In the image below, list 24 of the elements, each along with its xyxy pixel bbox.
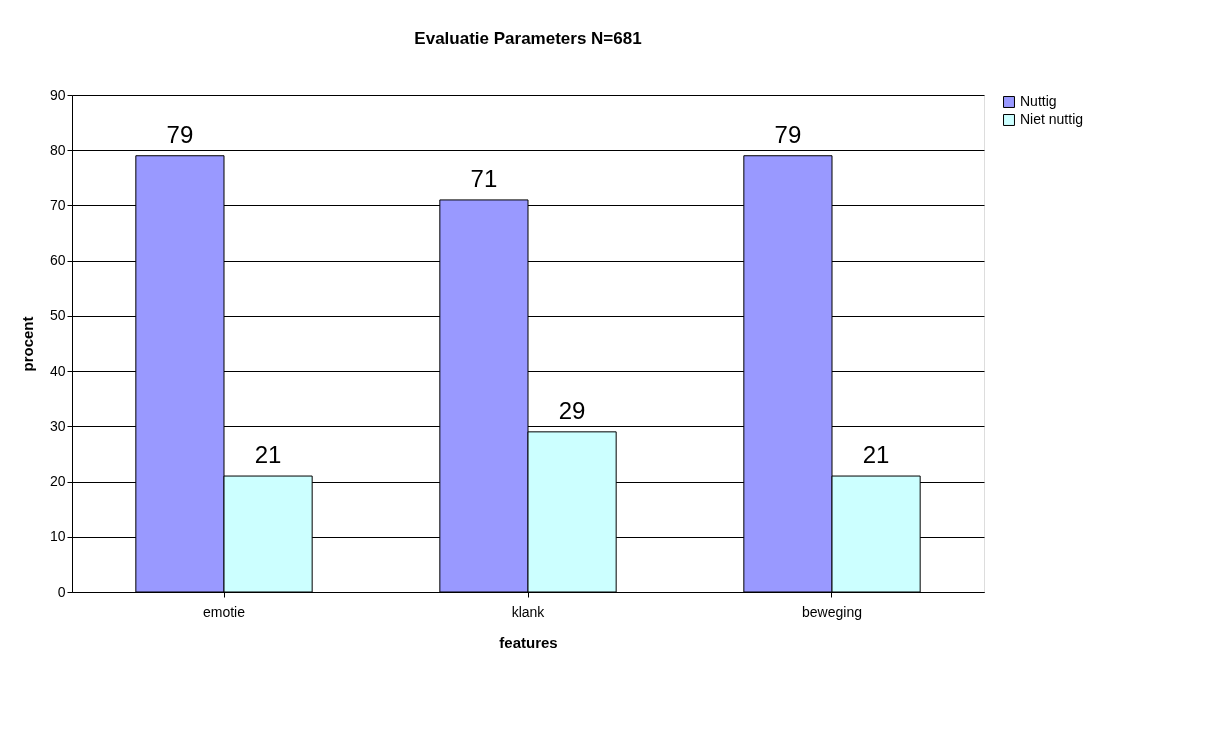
y-axis-title: procent (18, 316, 36, 372)
data-label: 71 (470, 164, 498, 192)
data-label: 29 (558, 396, 586, 424)
data-label: 21 (254, 441, 282, 469)
y-tick-label: 10 (49, 528, 66, 545)
y-tick-label: 60 (49, 252, 66, 269)
x-tick-label: klank (511, 603, 546, 620)
legend-label: Niet nuttig (1020, 111, 1084, 127)
y-tick-label: 30 (49, 417, 66, 434)
y-tick-label: 90 (49, 86, 66, 103)
data-label: 21 (862, 441, 890, 469)
y-tick-label: 40 (49, 362, 66, 379)
y-tick-label: 20 (49, 473, 66, 490)
x-tick-label: emotie (202, 603, 246, 620)
chart-title: Evaluatie Parameters N=681 (414, 29, 642, 48)
data-label: 79 (774, 120, 802, 148)
x-tick-label: beweging (802, 603, 862, 620)
y-tick-label: 80 (49, 141, 66, 158)
data-label: 79 (166, 120, 194, 148)
y-tick-label: 70 (49, 196, 66, 213)
legend-label: Nuttig (1020, 93, 1057, 109)
y-tick-label: 50 (49, 307, 66, 324)
y-tick-label: 0 (57, 583, 66, 600)
x-axis-title: features (499, 633, 558, 651)
